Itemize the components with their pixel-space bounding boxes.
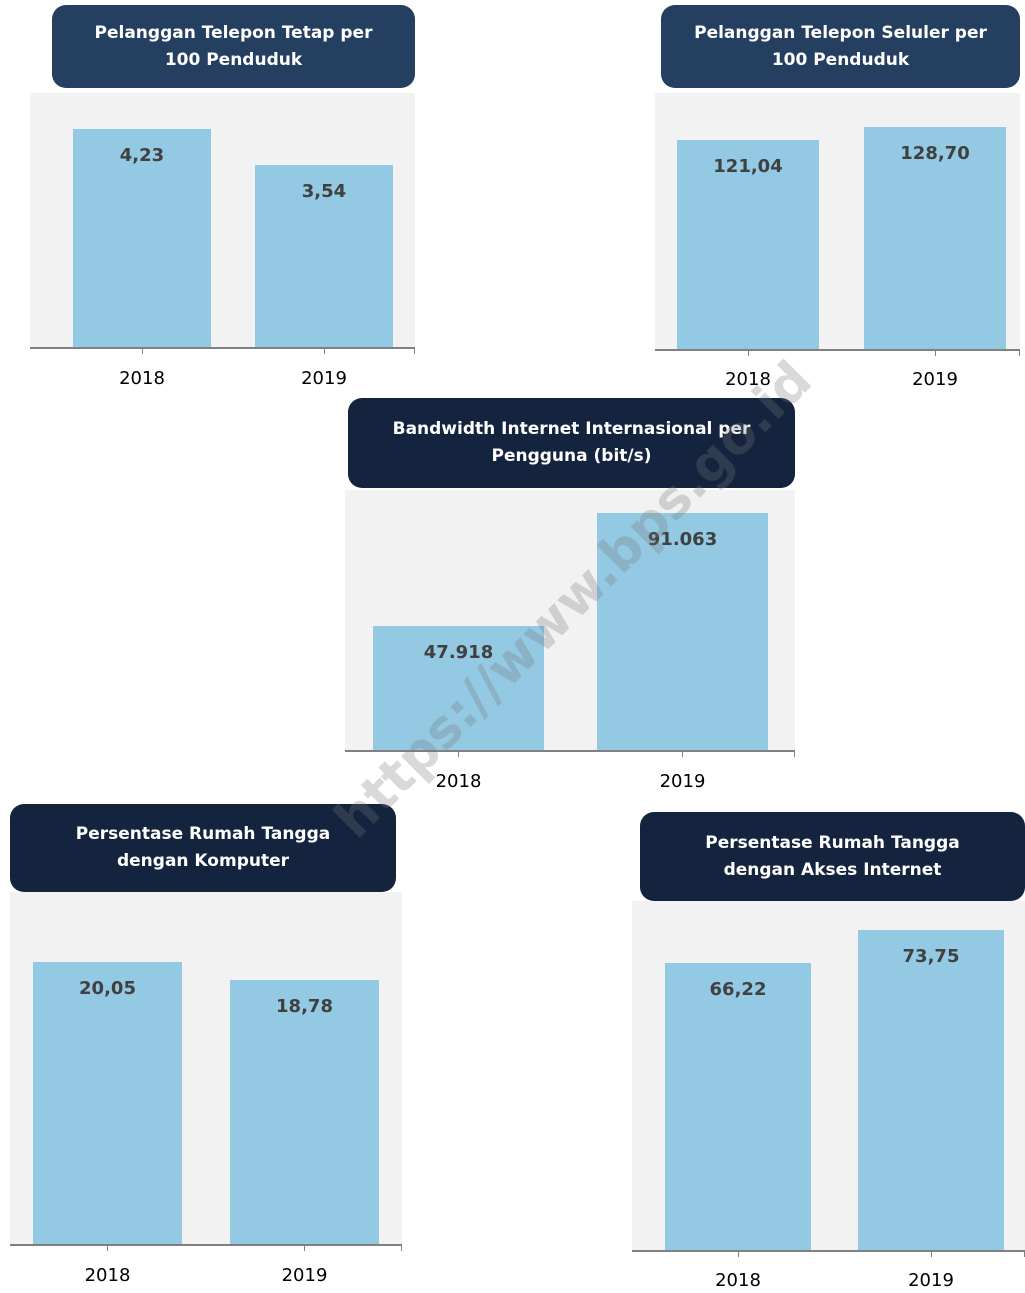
data-label: 91.063 — [647, 529, 718, 550]
bar — [858, 930, 1004, 1251]
bar — [864, 127, 1006, 350]
x-axis — [655, 349, 1020, 351]
x-tick-label: 2018 — [435, 771, 482, 792]
data-label: 47.918 — [423, 641, 494, 663]
data-label: 128,70 — [900, 143, 970, 164]
x-tick-label: 2019 — [659, 771, 706, 792]
x-axis — [10, 1244, 402, 1246]
data-label: 4,23 — [119, 145, 165, 166]
chart-title: Persentase Rumah Tangga dengan Akses Int… — [640, 812, 1025, 901]
bar — [33, 962, 182, 1245]
x-tick-label: 2018 — [84, 1265, 131, 1286]
bar — [230, 979, 379, 1245]
x-tick-label: 2019 — [281, 1265, 328, 1286]
bar — [665, 962, 811, 1251]
bar — [255, 164, 393, 348]
bar — [73, 129, 211, 348]
x-tick-label: 2019 — [912, 369, 958, 390]
x-tick — [458, 751, 459, 757]
bar — [597, 513, 768, 751]
data-label: 3,54 — [301, 180, 347, 202]
x-axis — [345, 750, 795, 752]
x-tick — [794, 751, 795, 757]
x-tick — [401, 1245, 402, 1251]
x-tick-label: 2018 — [725, 369, 771, 390]
data-label: 18,78 — [276, 995, 333, 1017]
chart-title: Pelanggan Telepon Tetap per 100 Penduduk — [52, 5, 415, 88]
chart-title: Pelanggan Telepon Seluler per 100 Pendud… — [661, 5, 1020, 88]
x-axis — [30, 347, 415, 349]
data-label: 121,04 — [713, 156, 783, 178]
data-label: 73,75 — [902, 946, 960, 967]
x-tick — [934, 350, 936, 356]
x-tick — [323, 348, 325, 354]
x-tick — [304, 1245, 305, 1251]
x-axis — [632, 1250, 1025, 1252]
x-tick — [414, 348, 415, 354]
data-label: 20,05 — [79, 978, 136, 999]
x-tick-label: 2018 — [715, 1270, 761, 1291]
x-tick — [107, 1245, 108, 1251]
bar — [677, 140, 819, 350]
x-tick-label: 2019 — [908, 1270, 954, 1291]
x-tick — [1019, 350, 1020, 356]
x-tick — [737, 1251, 739, 1257]
chart-title: Persentase Rumah Tangga dengan Komputer — [10, 804, 396, 892]
x-tick — [930, 1251, 932, 1257]
chart-title: Bandwidth Internet Internasional per Pen… — [348, 398, 795, 488]
bar — [373, 625, 544, 751]
data-label: 66,22 — [709, 978, 767, 1000]
x-tick — [141, 348, 143, 354]
x-tick-label: 2018 — [119, 368, 165, 389]
x-tick-label: 2019 — [301, 368, 347, 389]
x-tick — [747, 350, 749, 356]
x-tick — [682, 751, 683, 757]
